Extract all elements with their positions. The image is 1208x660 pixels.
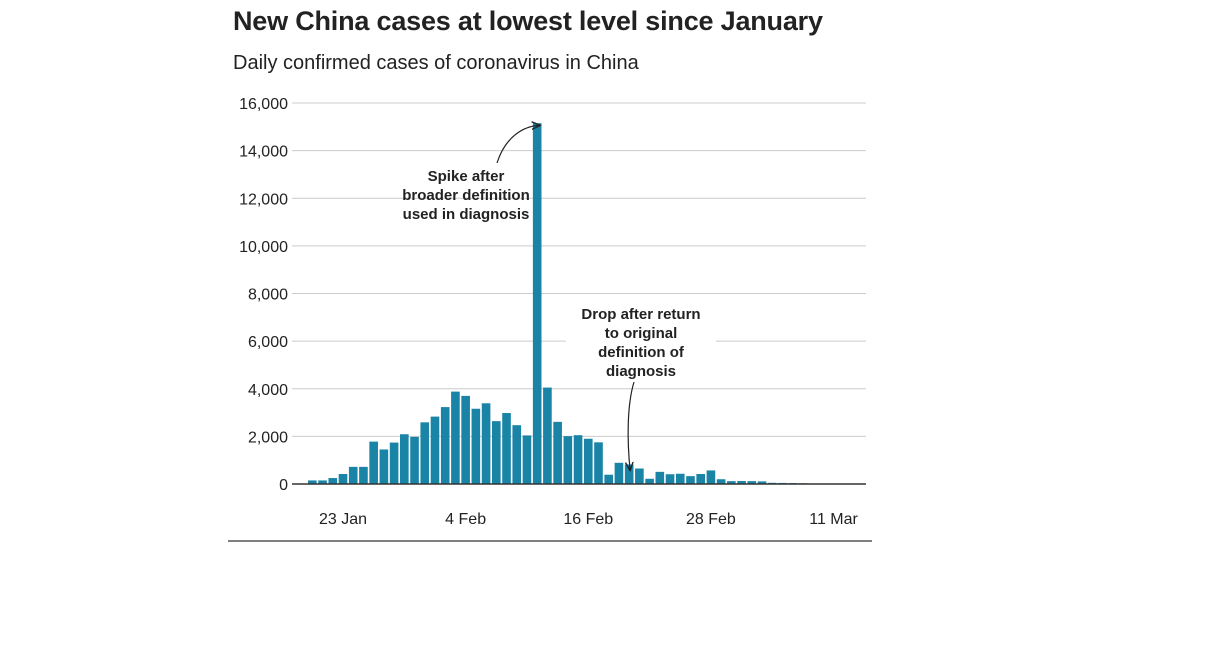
bar [675,473,685,484]
annotation-backdrop [566,304,716,384]
bar [481,403,491,484]
y-tick-label: 2,000 [248,429,288,446]
bar [359,466,368,484]
gridlines [292,102,866,437]
bar [389,442,399,484]
x-tick-label: 28 Feb [686,511,736,528]
y-tick-label: 0 [279,477,288,494]
bar [706,470,716,484]
bar [400,434,409,484]
bar [512,425,522,484]
bar [461,395,470,484]
bar [737,481,746,484]
y-tick-label: 14,000 [239,144,288,161]
bar [348,466,358,484]
x-tick-label: 11 Mar [809,511,858,528]
annotation-drop: Drop after return to original definition o… [566,304,716,471]
bar [686,476,695,484]
y-axis-ticks: 0 2,000 4,000 6,000 8,000 10,000 12,000 14,000 1… [239,96,288,494]
bar [410,436,419,484]
bar [532,123,542,484]
bar [747,481,757,484]
y-tick-label: 8,000 [248,287,288,304]
bar [696,473,706,484]
bar [379,449,389,484]
bar [573,435,583,484]
y-tick-label: 6,000 [248,334,288,351]
x-axis-ticks: 23 Jan 4 Feb 16 Feb 28 Feb 11 Mar [319,511,859,528]
annotation-line: diagnosis [606,363,676,380]
x-tick-label: 4 Feb [445,511,486,528]
bar [318,480,327,484]
bar [624,464,634,484]
y-tick-label: 4,000 [248,382,288,399]
x-tick-label: 16 Feb [563,511,613,528]
annotation-line: Drop after return [581,306,700,323]
bar [563,436,573,484]
bar [471,408,481,484]
bar [522,435,532,484]
bar [614,462,624,484]
bars [308,123,838,484]
annotation-line: used in diagnosis [403,206,530,223]
annotation-line: definition of [598,344,685,361]
y-tick-label: 10,000 [239,239,288,256]
annotation-line: broader definition [402,187,530,204]
bar [338,473,348,484]
y-tick-label: 16,000 [239,96,288,113]
bar [440,407,450,484]
bar [727,481,736,484]
bar [451,391,460,484]
bar [604,474,614,484]
bar [308,480,317,484]
bar [594,442,603,484]
annotation-spike: Spike after broader definition used in dia… [402,125,540,223]
bar [420,422,430,484]
bar [665,474,675,484]
y-tick-label: 12,000 [239,191,288,208]
bar [369,441,378,484]
bar [491,421,501,484]
annotations: Spike after broader definition used in dia… [402,125,716,470]
bar [502,413,511,484]
bar [757,481,767,484]
annotation-line: to original [605,325,678,342]
bar [430,416,440,484]
bar [635,468,644,484]
bar [716,479,726,484]
chart-title: New China cases at lowest level since Ja… [233,6,823,36]
x-tick-label: 23 Jan [319,511,367,528]
annotation-line: Spike after [428,168,505,185]
chart-subtitle: Daily confirmed cases of coronavirus in … [233,52,639,74]
bar [553,421,562,484]
bar [543,387,552,484]
bar [655,471,665,484]
annotation-arrow [628,381,635,471]
bar [328,478,338,484]
annotation-arrow [496,125,540,164]
bar [645,478,654,484]
bar [583,438,593,484]
